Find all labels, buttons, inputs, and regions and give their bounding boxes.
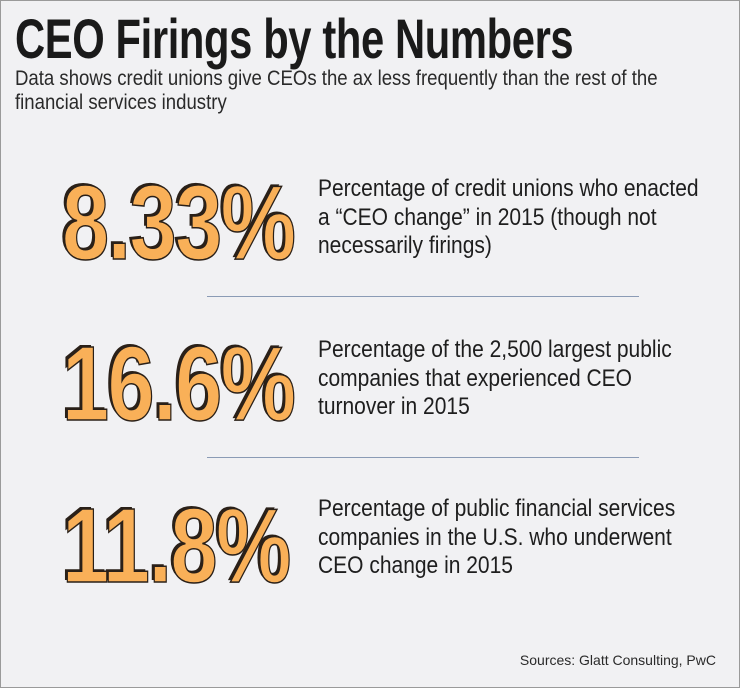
stat-block: 11.8% Percentage of public financial ser… bbox=[0, 486, 740, 606]
sources-credit: Sources: Glatt Consulting, PwC bbox=[519, 652, 716, 668]
stat-value: 8.33% bbox=[61, 163, 296, 283]
stat-value: 16.6% bbox=[61, 324, 296, 444]
stat-block: 8.33% Percentage of credit unions who en… bbox=[0, 163, 740, 283]
stat-value: 11.8% bbox=[61, 486, 292, 606]
stat-description: Percentage of the 2,500 largest public c… bbox=[318, 336, 672, 420]
stat-description: Percentage of credit unions who enacted … bbox=[318, 175, 699, 259]
divider bbox=[207, 457, 639, 458]
page-title: CEO Firings by the Numbers bbox=[15, 7, 574, 70]
divider bbox=[207, 296, 639, 297]
subtitle: Data shows credit unions give CEOs the a… bbox=[15, 67, 658, 114]
stat-description: Percentage of public financial services … bbox=[318, 495, 676, 579]
stat-block: 16.6% Percentage of the 2,500 largest pu… bbox=[0, 324, 740, 444]
